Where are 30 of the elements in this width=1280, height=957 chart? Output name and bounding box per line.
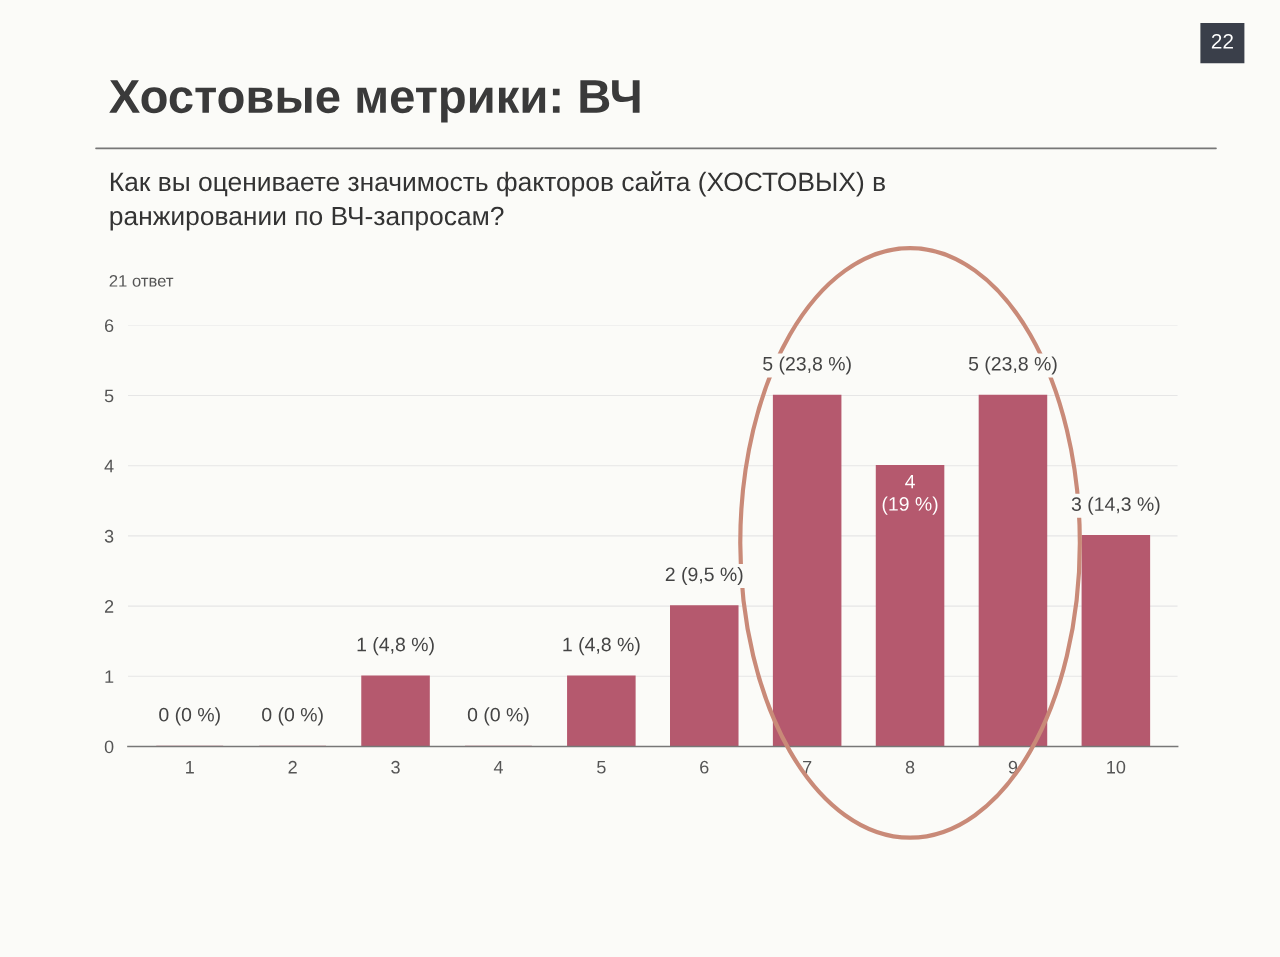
- data-label: 1 (4,8 %): [563, 637, 640, 656]
- y-tick-label: 4: [104, 459, 114, 473]
- x-tick-label: 7: [803, 761, 812, 774]
- data-label: 0 (0 %): [467, 707, 529, 726]
- x-tick-label: 2: [288, 760, 297, 774]
- text: 22: [1211, 33, 1233, 49]
- y-tick-label: 3: [104, 529, 114, 543]
- data-label: 5 (23,8 %): [968, 356, 1057, 375]
- y-tick-label: 2: [104, 600, 114, 613]
- x-tick-label: 1: [186, 761, 194, 774]
- text: 21 ответ: [109, 274, 174, 287]
- chart-subtitle: Как вы оцениваете значимость факторов сайта (ХОСТОВЫХ) в ранжировании по ВЧ-запросам?: [110, 171, 885, 231]
- x-tick-label: 6: [700, 760, 709, 774]
- chart-title: Хостовые метрики: ВЧ: [109, 80, 640, 123]
- x-tick-label: 10: [1107, 760, 1126, 774]
- data-label: 2 (9,5 %): [665, 566, 743, 586]
- data-label: 0 (0 %): [159, 707, 220, 726]
- y-tick-label: 6: [104, 319, 114, 333]
- y-tick-label: 5: [104, 389, 114, 403]
- x-tick-label: 3: [391, 760, 400, 774]
- x-tick-label: 4: [493, 761, 503, 774]
- data-label: 5 (23,8 %): [763, 356, 851, 375]
- data-label: 4 (19 %): [882, 474, 938, 515]
- data-label: 3 (14,3 %): [1071, 496, 1160, 515]
- data-label: 1 (4,8 %): [357, 637, 434, 656]
- y-tick-label: 1: [105, 670, 114, 683]
- data-label: 0 (0 %): [262, 707, 323, 726]
- y-tick-label: 0: [104, 740, 114, 754]
- x-tick-label: 8: [905, 760, 915, 774]
- x-tick-label: 5: [597, 761, 606, 774]
